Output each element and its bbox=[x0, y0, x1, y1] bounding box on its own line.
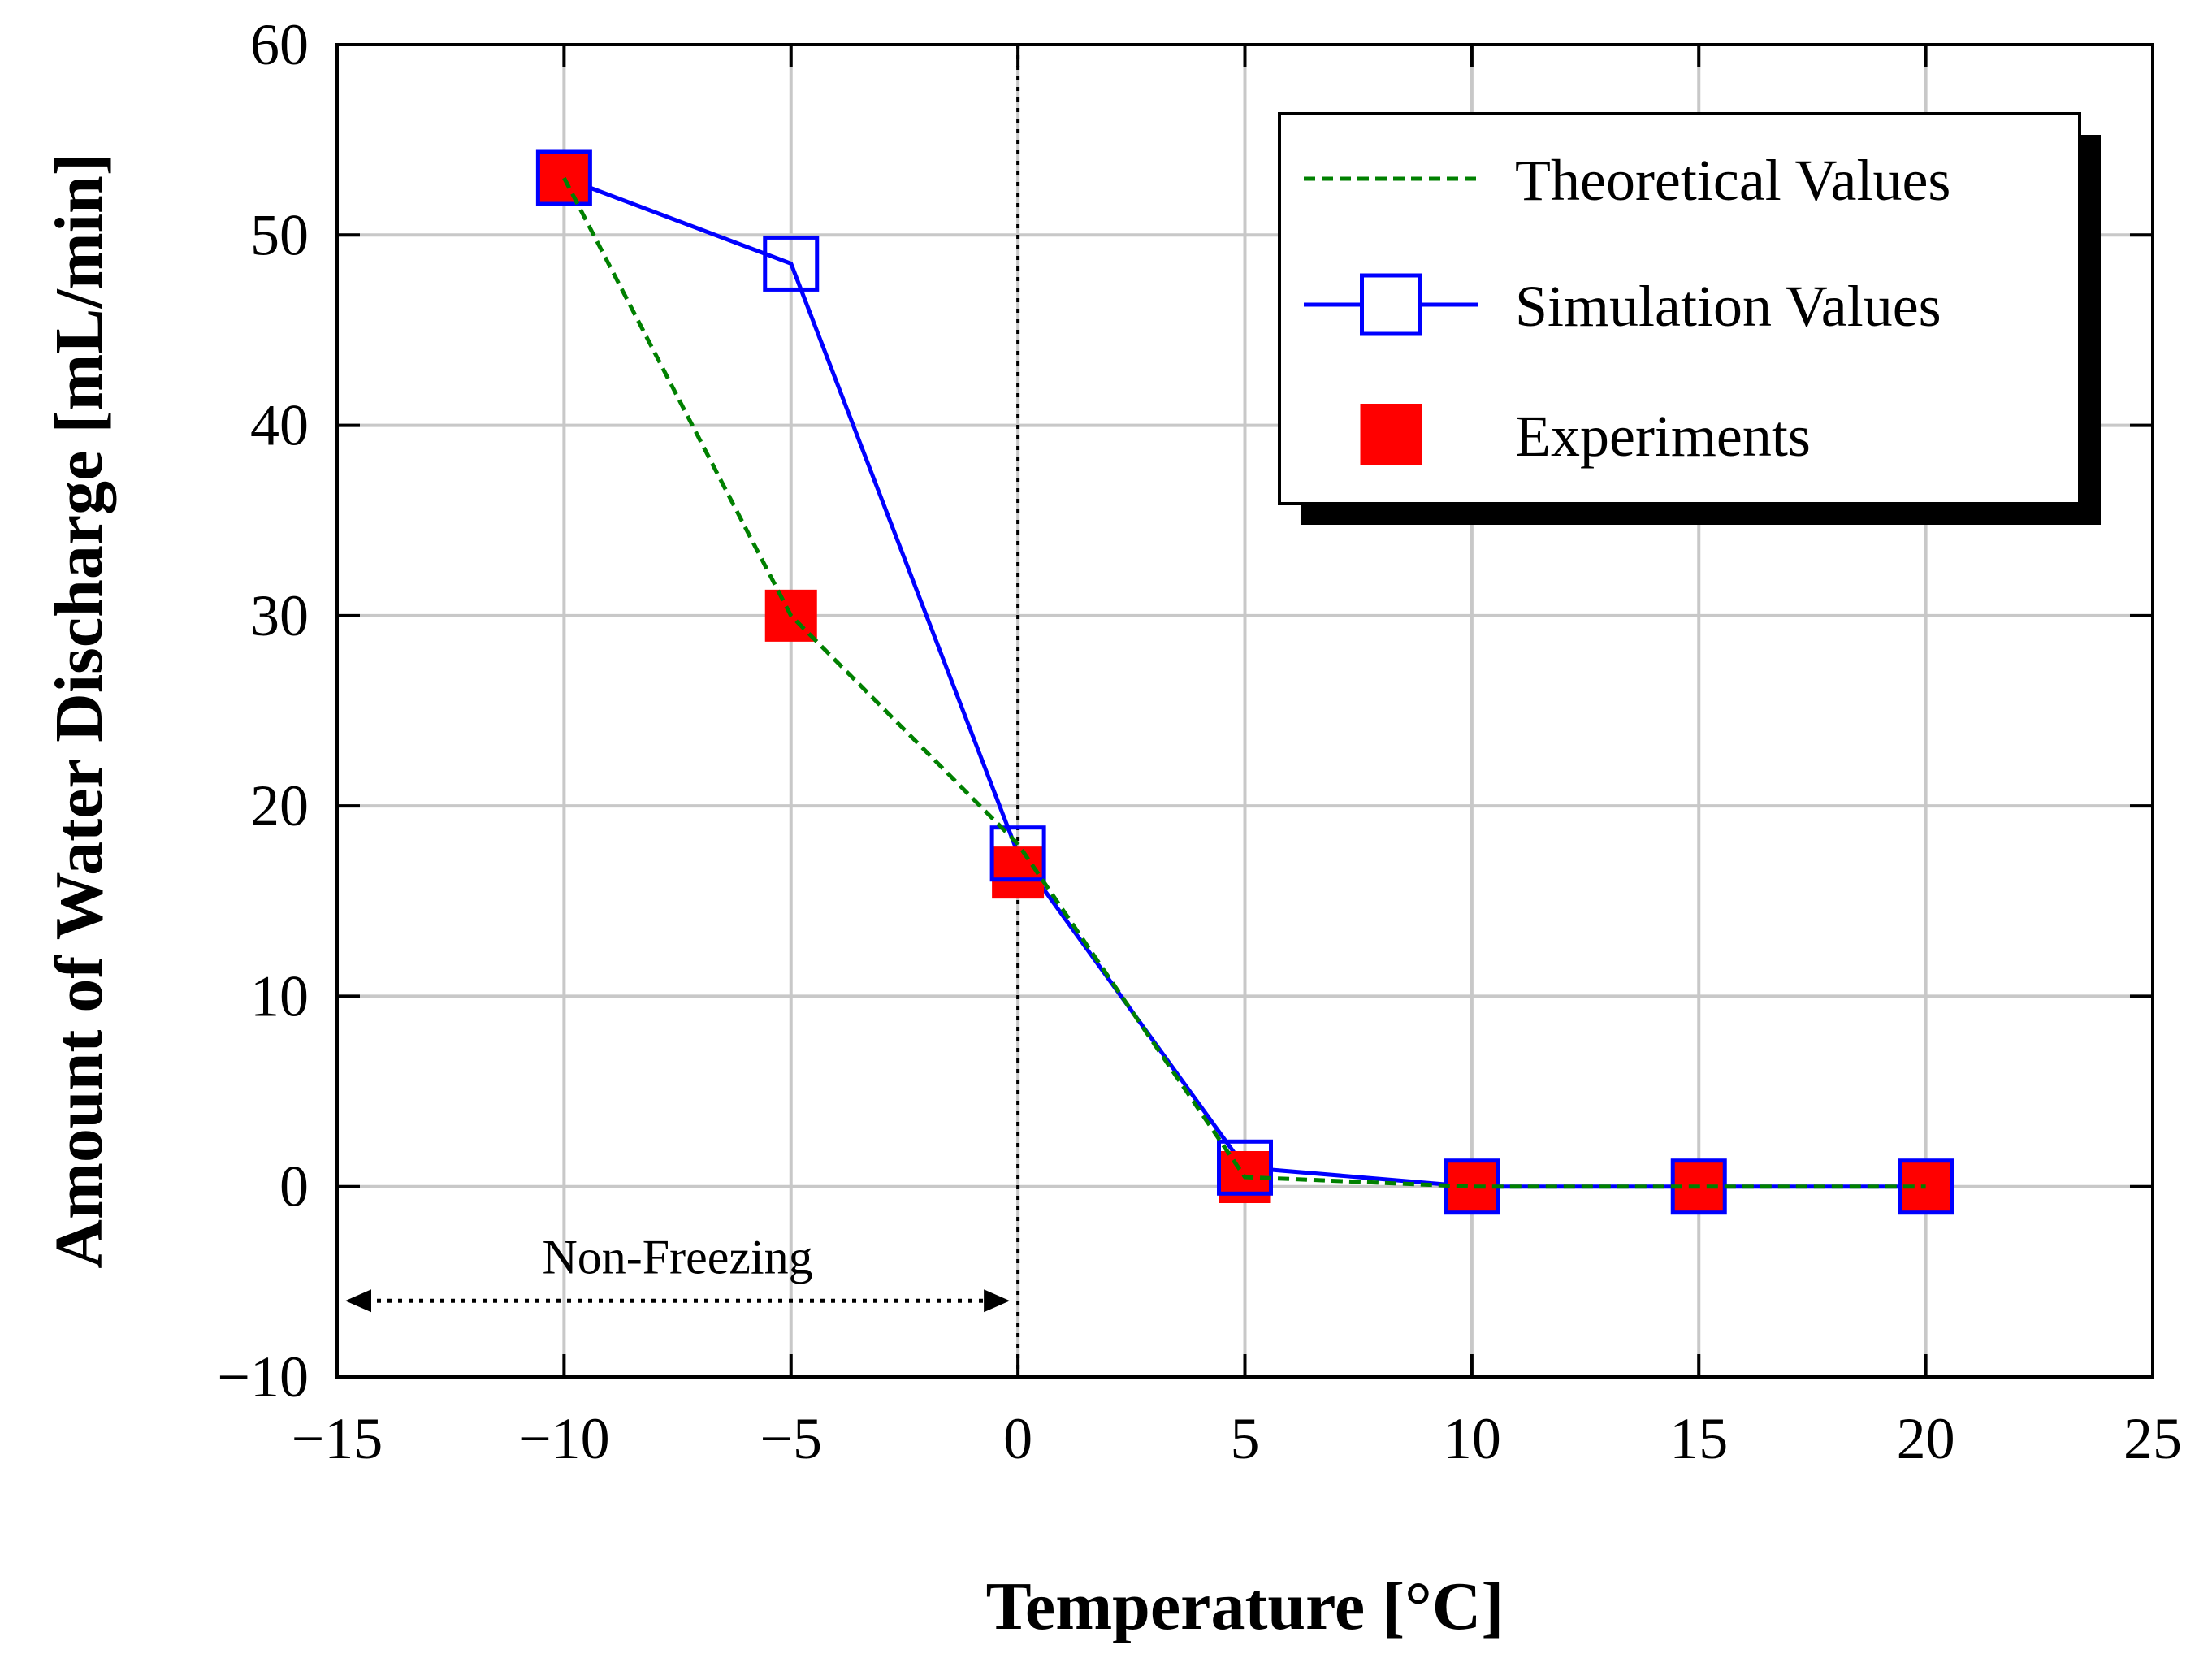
legend-label: Theoretical Values bbox=[1515, 148, 1950, 213]
simulation-point bbox=[1898, 1158, 1954, 1215]
y-tick-label: 20 bbox=[250, 773, 309, 838]
x-tick-label: 10 bbox=[1443, 1406, 1501, 1471]
annotation-group: Non-Freezing bbox=[345, 1230, 1011, 1313]
y-tick-label: 10 bbox=[250, 963, 309, 1028]
simulation-point bbox=[989, 825, 1046, 882]
x-tick-label: −15 bbox=[292, 1406, 383, 1471]
legend: Theoretical Values Simulation Values Exper… bbox=[1278, 112, 2101, 525]
x-tick-label: 20 bbox=[1897, 1406, 1955, 1471]
plot-frame-group bbox=[335, 43, 2154, 1379]
arrowhead-left bbox=[345, 1289, 371, 1313]
simulation-point bbox=[1217, 1139, 1273, 1196]
y-tick-label: 50 bbox=[250, 202, 309, 267]
y-tick-label: 30 bbox=[250, 583, 309, 648]
x-axis-title: Temperature [°C] bbox=[986, 1569, 1504, 1644]
legend-label: Experiments bbox=[1515, 404, 1811, 469]
y-axis-title: Amount of Water Discharge [mL/min] bbox=[41, 153, 117, 1268]
y-tick-label: 40 bbox=[250, 393, 309, 458]
y-tick-label: 0 bbox=[279, 1154, 309, 1219]
y-tick-label: 60 bbox=[250, 12, 309, 77]
x-tick-label: −5 bbox=[760, 1406, 822, 1471]
theoretical-line bbox=[562, 176, 1926, 1189]
x-tick-label: 0 bbox=[1003, 1406, 1032, 1471]
x-tick-label: −10 bbox=[518, 1406, 610, 1471]
y-tick-label: −10 bbox=[217, 1344, 309, 1409]
simulation-point bbox=[535, 149, 592, 206]
simulation-point bbox=[763, 235, 820, 292]
x-tick-label: 5 bbox=[1231, 1406, 1260, 1471]
experiment-point bbox=[1445, 1160, 1498, 1213]
legend-simulation-marker bbox=[1360, 273, 1422, 336]
non-freezing-label: Non-Freezing bbox=[542, 1230, 812, 1284]
x-tick-label: 25 bbox=[2123, 1406, 2182, 1471]
arrowhead-right bbox=[984, 1289, 1011, 1313]
series-group bbox=[535, 149, 1954, 1215]
x-tick-label: 15 bbox=[1669, 1406, 1728, 1471]
legend-experiments-marker bbox=[1360, 404, 1422, 465]
legend-label: Simulation Values bbox=[1515, 274, 1941, 339]
